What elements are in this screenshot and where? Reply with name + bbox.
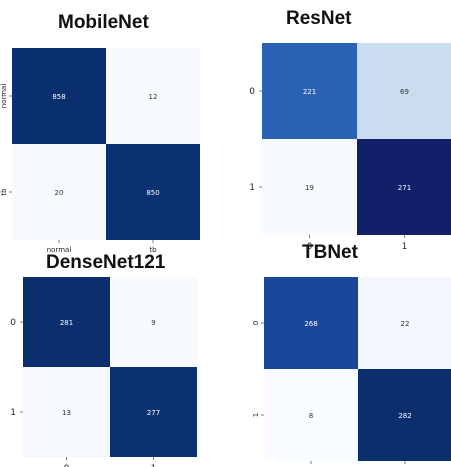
densenet121-cell-value-r1-c0: 13 xyxy=(62,409,71,417)
densenet121-cell-value-r1-c1: 277 xyxy=(147,409,160,417)
mobilenet-x-tick-label-1: tb xyxy=(149,246,157,254)
densenet121-y-tick-label-1: 1 xyxy=(10,408,16,418)
mobilenet-cell-value-r0-c1: 12 xyxy=(149,93,158,101)
densenet121-x-tick-label-1: 1 xyxy=(151,464,157,467)
tbnet-y-tick-label-1: 1 xyxy=(252,413,260,417)
mobilenet-title: MobileNet xyxy=(58,12,149,33)
resnet-cell-value-r0-c1: 69 xyxy=(400,88,409,96)
densenet121-y-tick-label-0: 0 xyxy=(10,318,16,328)
resnet-cell-value-r1-c1: 271 xyxy=(398,184,411,192)
densenet121-cell-r1-c1 xyxy=(110,367,197,457)
densenet121-cell-r1-c0 xyxy=(23,367,110,457)
resnet-y-tick-label-0: 0 xyxy=(249,87,255,97)
mobilenet-cell-r0-c1 xyxy=(106,48,200,144)
resnet-cell-r0-c1 xyxy=(357,43,451,139)
mobilenet-x-tick-label-0: normal xyxy=(47,246,72,254)
mobilenet-cell-value-r0-c0: 858 xyxy=(52,93,65,101)
tbnet-cell-value-r1-c1: 282 xyxy=(398,412,411,420)
tbnet-cell-r0-c0 xyxy=(264,277,358,369)
resnet-y-tick-label-1: 1 xyxy=(249,183,255,193)
densenet121-cell-value-r0-c1: 9 xyxy=(151,319,155,327)
densenet121-cell-r0-c0 xyxy=(23,277,110,367)
mobilenet-cell-r1-c1 xyxy=(106,144,200,240)
tbnet-y-tick-label-0: 0 xyxy=(252,321,260,325)
mobilenet-y-tick-label-1: tb xyxy=(0,188,8,196)
densenet121-cell-r0-c1 xyxy=(110,277,197,367)
tbnet-cell-r1-c1 xyxy=(358,369,451,461)
resnet-cell-r0-c0 xyxy=(262,43,357,139)
resnet-x-tick-label-1: 1 xyxy=(402,242,408,252)
resnet-cell-r1-c0 xyxy=(262,139,357,235)
resnet-cell-r1-c1 xyxy=(357,139,451,235)
mobilenet-cell-r1-c0 xyxy=(12,144,106,240)
resnet-cell-value-r0-c0: 221 xyxy=(303,88,316,96)
mobilenet-cell-value-r1-c1: 850 xyxy=(146,189,159,197)
tbnet-cell-r0-c1 xyxy=(358,277,451,369)
mobilenet-y-tick-label-0: normal xyxy=(0,84,8,109)
mobilenet-cell-r0-c0 xyxy=(12,48,106,144)
resnet-cell-value-r1-c0: 19 xyxy=(305,184,314,192)
tbnet-cell-r1-c0 xyxy=(264,369,358,461)
tbnet-cell-value-r0-c0: 268 xyxy=(304,320,317,328)
tbnet-cell-value-r0-c1: 22 xyxy=(401,320,410,328)
densenet121-title: DenseNet121 xyxy=(46,252,166,273)
resnet-x-tick-label-0: 0 xyxy=(307,242,313,252)
densenet121-cell-value-r0-c0: 281 xyxy=(60,319,73,327)
tbnet-cell-value-r1-c0: 8 xyxy=(309,412,313,420)
mobilenet-cell-value-r1-c0: 20 xyxy=(55,189,64,197)
tbnet-title: TBNet xyxy=(302,242,358,263)
densenet121-x-tick-label-0: 0 xyxy=(64,464,70,467)
resnet-title: ResNet xyxy=(286,8,352,29)
